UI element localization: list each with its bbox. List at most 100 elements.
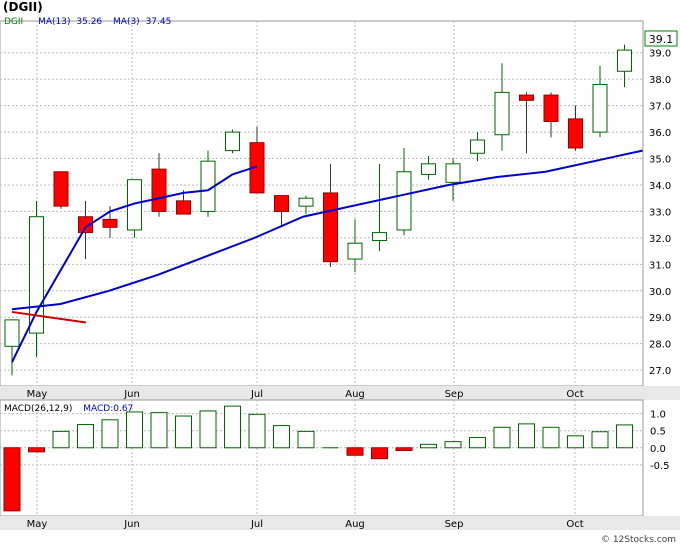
moving-average-lines xyxy=(11,149,643,363)
macd-bar xyxy=(346,447,364,456)
macd-bar xyxy=(150,412,168,449)
x-tick-label: Jun xyxy=(123,389,140,400)
candle-body xyxy=(617,49,632,72)
x-tick-label-bottom: May xyxy=(27,519,48,530)
candle-body xyxy=(151,168,167,212)
candle-body xyxy=(176,200,191,215)
candle-body xyxy=(102,218,118,228)
legend-ticker: DGII xyxy=(4,17,23,27)
y-tick-label: 31.0 xyxy=(649,260,671,271)
macd-bars xyxy=(3,405,633,512)
y-tick-label: 27.0 xyxy=(649,366,671,377)
legend-ma13-value: 35.26 xyxy=(76,17,102,27)
ma13-line xyxy=(11,149,643,311)
macd-bar xyxy=(273,425,290,449)
y-tick-label: 37.0 xyxy=(649,102,671,113)
macd-panel xyxy=(0,399,644,517)
y-tick-label: 32.0 xyxy=(649,234,671,245)
legend-ma3-value: 37.45 xyxy=(146,17,172,27)
candle-body xyxy=(519,94,534,101)
svg-text:DGII MA(13) 35.26: DGII MA(13) 35.26 MA(3) 37.45 xyxy=(4,17,171,27)
x-tick-label-bottom: Jun xyxy=(123,519,140,530)
macd-bar xyxy=(199,410,217,449)
y-tick-label: 34.0 xyxy=(649,181,671,192)
x-tick-label: Sep xyxy=(445,389,464,400)
macd-bar xyxy=(420,443,437,449)
y-tick-label: 35.0 xyxy=(649,155,671,166)
macd-bar xyxy=(101,419,119,449)
candle-body xyxy=(372,232,387,242)
candle-body xyxy=(470,139,485,154)
candle-body xyxy=(4,319,20,347)
x-tick-label-bottom: Oct xyxy=(566,519,583,530)
candle-body xyxy=(347,242,363,260)
candle-body xyxy=(298,197,314,207)
macd-bar xyxy=(493,426,511,449)
last-price-box xyxy=(644,30,678,47)
candle-body xyxy=(78,216,93,234)
y-tick-label: 36.0 xyxy=(649,128,671,139)
x-tick-label: Aug xyxy=(345,389,365,400)
y-tick-label: 38.0 xyxy=(649,75,671,86)
candle-body xyxy=(494,91,510,136)
candle-body xyxy=(396,171,412,231)
y-axis-ticks: 27.0 28.0 29.0 30.0 31.0 32.0 33.0 34.0 35.0 36.0… xyxy=(649,49,671,377)
last-price-label: 39.1 xyxy=(649,33,674,46)
macd-tick-label: -0.5 xyxy=(650,461,670,472)
price-grid xyxy=(0,52,643,371)
price-panel xyxy=(0,20,644,387)
macd-bar xyxy=(616,424,633,449)
legend-ma3-label: MA(3) xyxy=(113,17,140,27)
macd-bar xyxy=(224,405,241,449)
candle-body xyxy=(445,163,461,183)
macd-value-label: MACD:0.67 xyxy=(83,404,133,414)
macd-label: MACD(26,12,9) xyxy=(4,404,72,414)
macd-bar xyxy=(542,426,560,449)
macd-bar xyxy=(126,411,143,449)
candle-body xyxy=(225,131,240,152)
candle-body xyxy=(568,118,583,149)
y-tick-label: 30.0 xyxy=(649,287,671,298)
macd-bar xyxy=(297,430,315,449)
macd-bar xyxy=(175,415,192,449)
macd-tick-label: 0.0 xyxy=(650,444,666,455)
macd-bar xyxy=(518,423,535,449)
macd-axis-ticks: 1.0 0.5 0.0 -0.5 xyxy=(650,410,670,472)
candle-body xyxy=(53,171,69,207)
macd-tick-label: 0.5 xyxy=(650,427,666,438)
x-tick-label: Jul xyxy=(250,389,263,400)
x-axis-band xyxy=(0,386,680,400)
macd-tick-label: 1.0 xyxy=(650,410,666,421)
candle-body xyxy=(323,192,338,263)
y-tick-label: 29.0 xyxy=(649,313,671,324)
ma3-line xyxy=(11,165,258,363)
candle-body xyxy=(274,195,289,212)
x-tick-label-bottom: Aug xyxy=(345,519,365,530)
y-tick-label: 39.0 xyxy=(649,49,671,60)
x-axis-labels-bottom: May Jun Jul Aug Sep Oct xyxy=(27,519,584,530)
macd-bar xyxy=(3,447,21,512)
candle-body xyxy=(543,94,559,123)
x-tick-label: Oct xyxy=(566,389,583,400)
candle-body xyxy=(421,163,436,175)
macd-bar xyxy=(395,447,413,451)
svg-text:MACD(26,12,9) MACD:0.67: MACD(26,12,9) MACD:0.67 xyxy=(4,404,133,414)
macd-bar xyxy=(591,431,609,449)
ma3-line-alt xyxy=(11,310,87,324)
macd-bar xyxy=(52,430,70,449)
macd-bar xyxy=(444,441,462,449)
x-axis-labels-top: May Jun Jul Aug Sep Oct xyxy=(27,389,584,400)
chart-title: (DGII) xyxy=(3,0,43,14)
macd-bar xyxy=(77,424,94,449)
macd-bar xyxy=(28,447,45,453)
macd-bar xyxy=(469,437,486,449)
y-tick-label: 28.0 xyxy=(649,340,671,351)
macd-bar xyxy=(248,413,266,449)
candle-body xyxy=(592,83,608,133)
x-tick-label-bottom: Jul xyxy=(250,519,263,530)
watermark: © 12Stocks.com xyxy=(601,535,676,545)
x-tick-label: May xyxy=(27,389,48,400)
macd-bar xyxy=(567,435,584,449)
candles xyxy=(4,44,632,376)
